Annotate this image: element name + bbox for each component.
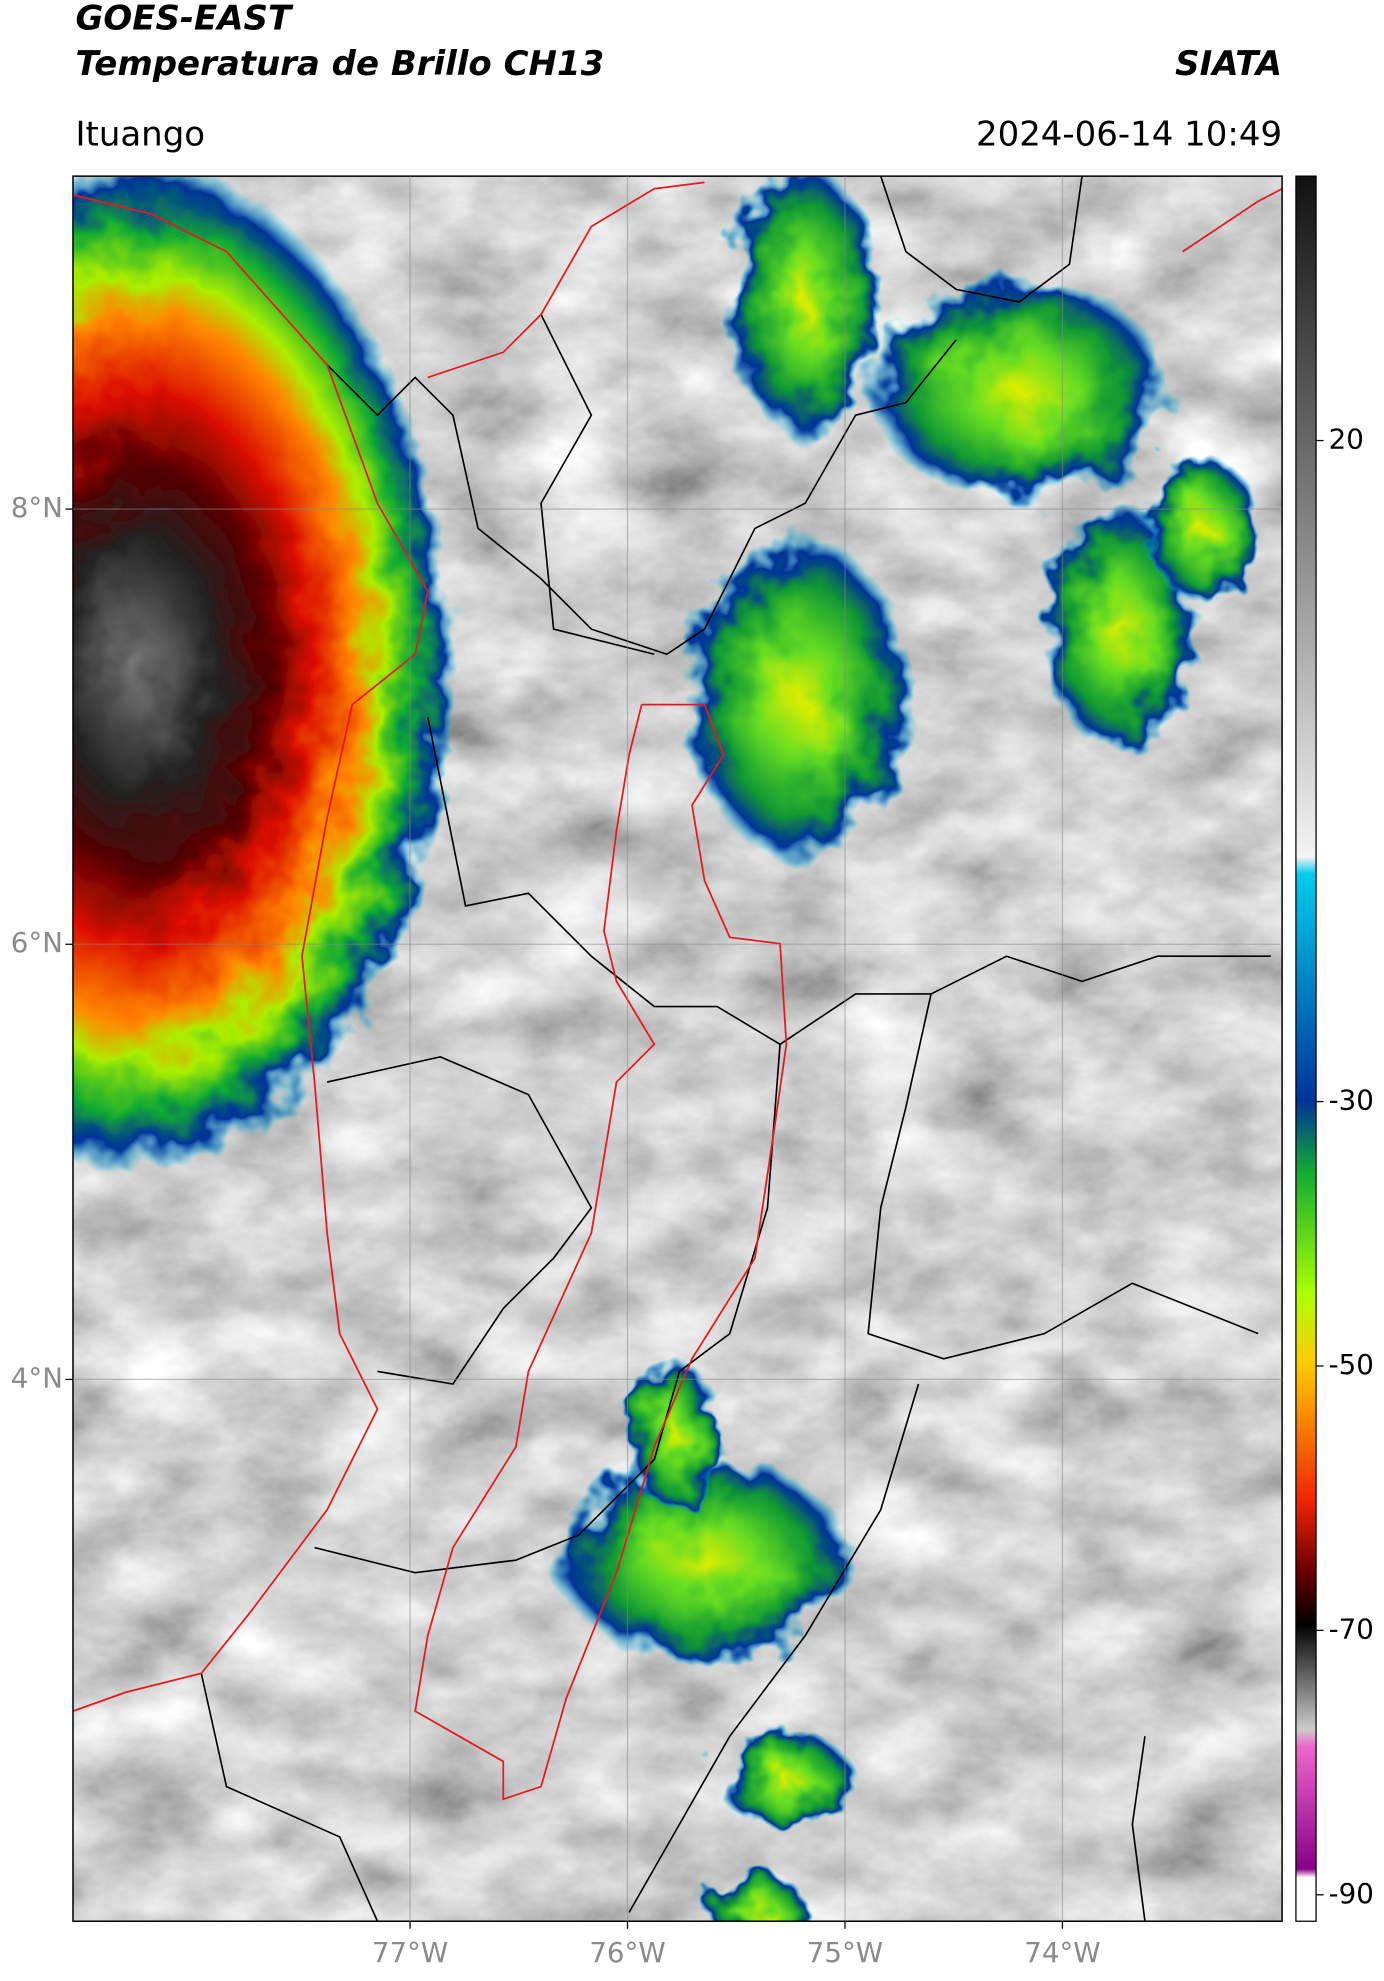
- colorbar-tick-label: -50: [1329, 1348, 1374, 1381]
- title: GOES-EAST: [75, 0, 293, 39]
- x-tick-label: 74°W: [1024, 1936, 1100, 1969]
- agency: SIATA: [1175, 44, 1282, 84]
- colorbar: [1295, 175, 1317, 1922]
- map-image: [72, 176, 1283, 1922]
- y-tick-label: 4°N: [11, 1361, 63, 1394]
- subtitle: Temperatura de Brillo CH13: [75, 44, 604, 84]
- datetime: 2024-06-14 10:49: [976, 114, 1282, 154]
- x-tick-label: 75°W: [807, 1936, 883, 1969]
- location: Ituango: [75, 114, 205, 154]
- colorbar-tick-label: -30: [1329, 1084, 1374, 1117]
- map-frame: [72, 175, 1283, 1922]
- y-tick-label: 6°N: [11, 926, 63, 959]
- x-tick-label: 76°W: [589, 1936, 665, 1969]
- colorbar-tick-label: 20: [1329, 423, 1364, 456]
- colorbar-tick-label: -70: [1329, 1612, 1374, 1645]
- colorbar-tick-label: -90: [1329, 1877, 1374, 1910]
- y-tick-label: 8°N: [11, 491, 63, 524]
- x-tick-label: 77°W: [372, 1936, 448, 1969]
